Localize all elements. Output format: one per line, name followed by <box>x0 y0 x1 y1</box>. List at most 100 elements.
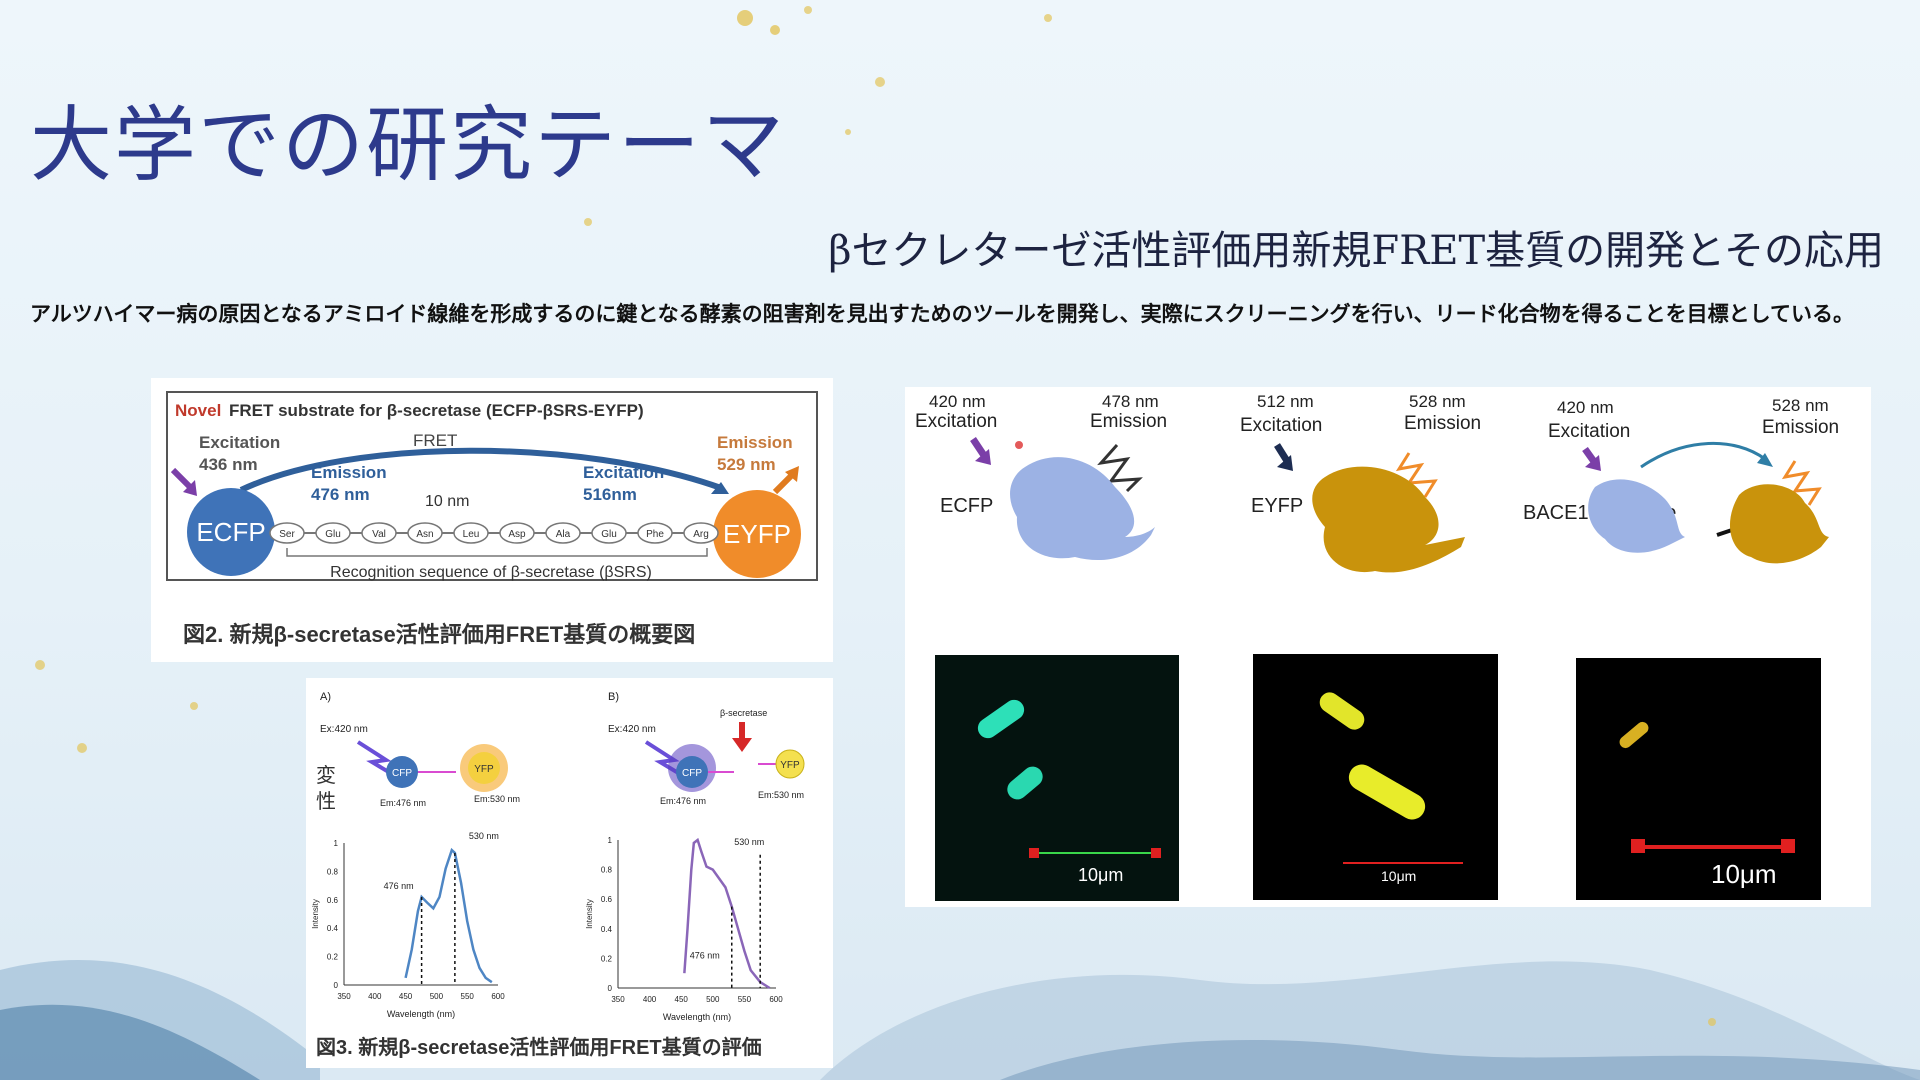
eyfp-label: EYFP <box>723 519 791 549</box>
y-tick-label: 1 <box>608 836 613 845</box>
ecfp-exc-value: 420 nm <box>929 392 986 411</box>
y-tick-label: 0.6 <box>601 895 613 904</box>
yfp-a-label: YFP <box>474 764 494 775</box>
bace-gold-blob <box>1729 484 1829 564</box>
inner-excitation-value: 516nm <box>583 485 637 504</box>
x-tick-label: 350 <box>337 992 351 1001</box>
residue-label: Phe <box>646 529 664 540</box>
scale-bar-3: 10μm <box>1711 859 1777 889</box>
yfp-a-circle <box>468 752 500 784</box>
residue-chain: Ser Glu Val Asn Leu Asp Ala Glu Phe Arg <box>269 522 719 544</box>
y-axis-label: Intensity <box>585 899 594 929</box>
residue-label: Ser <box>279 529 295 540</box>
panel-a-label: A) <box>320 691 331 703</box>
y-tick-label: 0.8 <box>601 866 613 875</box>
residue-0 <box>269 522 305 544</box>
fluorescent-protein-panel: 420 nm Excitation 478 nm Emission ECFP 5… <box>905 387 1871 907</box>
panel-b-label: B) <box>608 691 619 703</box>
bace-emission-wave-icon <box>1781 460 1822 506</box>
eyfp-em-label: Emission <box>1404 413 1481 434</box>
ecfp-em-value: 478 nm <box>1102 392 1159 411</box>
residue-8 <box>637 522 673 544</box>
slide-description: アルツハイマー病の原因となるアミロイド線維を形成するのに鍵となる酵素の阻害剤を見… <box>30 302 1855 326</box>
fret-arrow-icon <box>239 447 723 493</box>
eyfp-exc-value: 512 nm <box>1257 392 1314 411</box>
em-cfp-a: Em:476 nm <box>380 798 426 808</box>
eyfp-em-value: 528 nm <box>1409 392 1466 411</box>
y-tick-label: 0 <box>608 984 613 993</box>
denature-char-2: 性 <box>316 790 336 813</box>
excitation-label: Excitation <box>199 433 280 452</box>
cfp-a-circle <box>386 756 418 788</box>
y-axis-label: Intensity <box>311 899 320 929</box>
residue-label: Glu <box>601 529 617 540</box>
micrograph-ecfp <box>935 655 1179 901</box>
residue-2 <box>361 522 397 544</box>
panel-a-excitation: Ex:420 nm <box>320 724 368 735</box>
residue-label: Ala <box>556 529 571 540</box>
x-axis-label: Wavelength (nm) <box>663 1012 731 1022</box>
spectrum-line <box>404 847 493 984</box>
figure-2-panel: Novel FRET substrate for β-secretase (EC… <box>151 378 833 662</box>
ecfp-em-label: Emission <box>1090 411 1167 432</box>
ecfp-emission-wave-icon <box>1097 444 1143 493</box>
fret-label: FRET <box>413 431 457 450</box>
x-tick-label: 500 <box>430 992 444 1001</box>
cfp-b-label: CFP <box>682 768 702 779</box>
y-tick-label: 0.4 <box>601 925 613 934</box>
eyfp-protein-blob <box>1312 466 1465 573</box>
denature-char-1: 変 <box>316 764 336 787</box>
bace-exc-value: 420 nm <box>1557 398 1614 417</box>
inner-emission-label: Emission <box>311 463 387 482</box>
x-tick-label: 450 <box>399 992 413 1001</box>
residue-label: Glu <box>325 529 341 540</box>
peak-label: 476 nm <box>690 951 720 961</box>
x-tick-label: 400 <box>368 992 382 1001</box>
residue-3 <box>407 522 443 544</box>
residue-4 <box>453 522 489 544</box>
inner-emission-value: 476 nm <box>311 485 370 504</box>
residue-label: Arg <box>693 529 709 540</box>
bace-exc-label: Excitation <box>1548 421 1630 442</box>
recognition-caption: Recognition sequence of β-secretase (βSR… <box>330 564 652 581</box>
micrograph-bace <box>1576 658 1821 900</box>
bace-em-value: 528 nm <box>1772 396 1829 415</box>
yfp-b-label: YFP <box>780 760 800 771</box>
y-tick-label: 0.4 <box>327 924 339 933</box>
x-tick-label: 350 <box>611 995 625 1004</box>
eyfp-name: EYFP <box>1251 495 1303 517</box>
x-tick-label: 550 <box>461 992 475 1001</box>
y-tick-label: 1 <box>334 839 339 848</box>
y-tick-label: 0.2 <box>601 954 613 963</box>
fig2-heading: FRET substrate for β-secretase (ECFP-βSR… <box>229 401 644 420</box>
ecfp-protein-blob <box>1010 457 1155 561</box>
scale-bar-1: 10μm <box>1078 865 1123 885</box>
x-tick-label: 600 <box>491 992 505 1001</box>
cfp-b-circle <box>676 756 708 788</box>
peak-label: 530 nm <box>734 837 764 847</box>
residue-label: Asp <box>508 529 526 540</box>
x-axis-label: Wavelength (nm) <box>387 1009 455 1019</box>
y-tick-label: 0.8 <box>327 867 339 876</box>
peak-label: 530 nm <box>469 831 499 841</box>
residue-label: Leu <box>463 529 480 540</box>
distance-label: 10 nm <box>425 493 469 510</box>
slide-subtitle: βセクレターゼ活性評価用新規FRET基質の開発とその応用 <box>828 228 1884 274</box>
residue-label: Val <box>372 529 386 540</box>
enzyme-label: β-secretase <box>720 708 767 718</box>
x-tick-label: 600 <box>769 995 783 1004</box>
y-tick-label: 0.6 <box>327 896 339 905</box>
residue-5 <box>499 522 535 544</box>
inner-excitation-label: Excitation <box>583 463 664 482</box>
bace-blue-blob <box>1588 479 1685 553</box>
ecfp-exc-arrow-icon <box>970 437 988 459</box>
emission-label: Emission <box>717 433 793 452</box>
ecfp-circle <box>187 488 275 576</box>
cfp-a-label: CFP <box>392 768 412 779</box>
residue-6 <box>545 522 581 544</box>
eyfp-exc-arrow-icon <box>1274 443 1290 463</box>
yfp-b-circle <box>775 749 805 779</box>
y-tick-label: 0.2 <box>327 953 339 962</box>
x-tick-label: 550 <box>738 995 752 1004</box>
